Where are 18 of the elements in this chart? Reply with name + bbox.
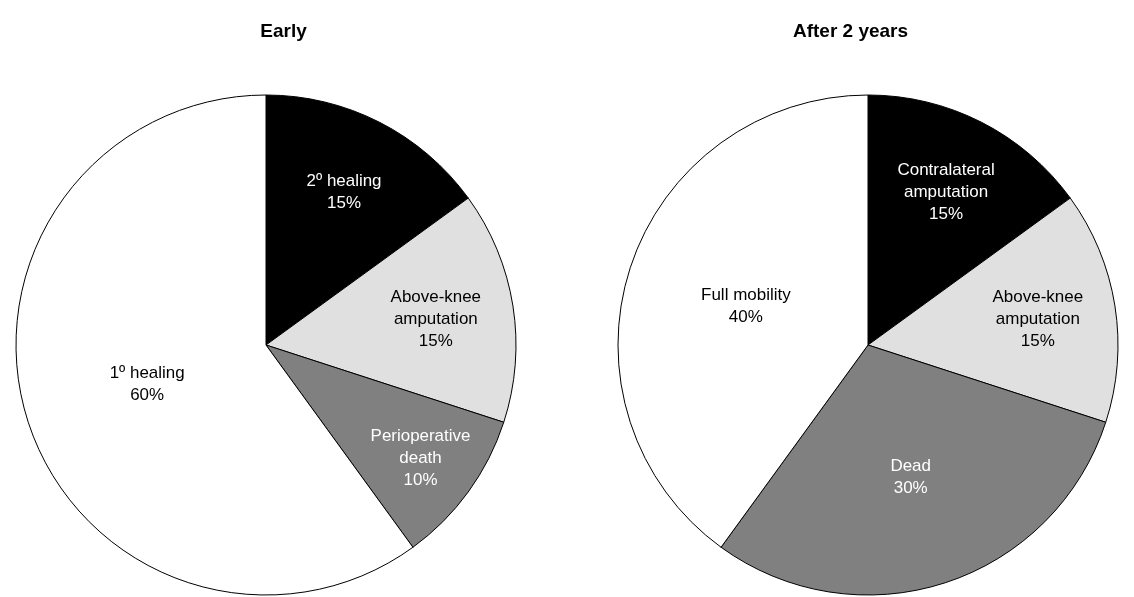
slice-label: Contralateral amputation — [897, 160, 995, 202]
slice-label: Above-knee amputation — [390, 286, 482, 328]
slice-label: Full mobility — [701, 284, 792, 304]
data-label: 15% — [418, 330, 453, 350]
data-label: 15% — [1020, 330, 1055, 350]
slice-label: Dead — [890, 455, 932, 475]
data-label: 15% — [327, 193, 362, 213]
data-label: 40% — [728, 306, 763, 326]
slice-label: 2º healing — [306, 171, 382, 191]
chart-title: Early — [260, 20, 308, 42]
data-label: 15% — [929, 204, 964, 224]
slice-label: Perioperative death — [370, 425, 471, 467]
data-label: 30% — [893, 477, 928, 497]
data-label: 60% — [130, 385, 165, 405]
slice-label: Above-knee amputation — [992, 286, 1084, 328]
chart-title: After 2 years — [792, 20, 909, 42]
slice-label: 1º healing — [109, 363, 185, 383]
data-label: 10% — [403, 469, 438, 489]
